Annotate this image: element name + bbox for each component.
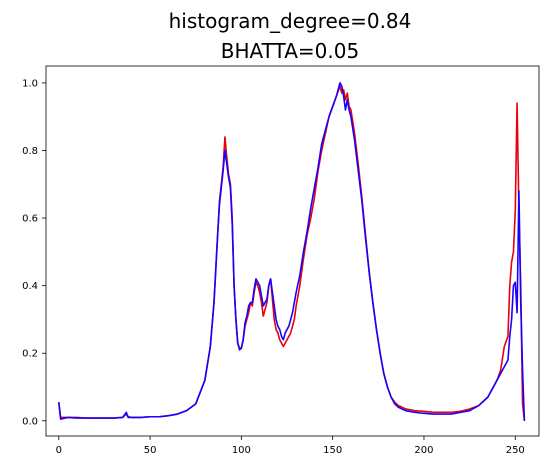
x-tick-label: 100 <box>232 445 251 456</box>
x-tick-label: 200 <box>414 445 433 456</box>
y-tick-label: 0.8 <box>22 146 38 157</box>
x-tick-label: 50 <box>144 445 157 456</box>
y-tick-label: 1.0 <box>22 78 38 89</box>
y-tick-label: 0.2 <box>22 349 38 360</box>
series-line-1 <box>57 85 526 421</box>
chart-title-line-2: BHATTA=0.05 <box>221 39 359 63</box>
x-tick-label: 150 <box>323 445 342 456</box>
series-line-2 <box>57 82 526 421</box>
plot-area <box>57 82 526 421</box>
axes-frame <box>45 65 540 437</box>
x-tick-label: 250 <box>506 445 525 456</box>
y-tick-label: 0.0 <box>22 416 38 427</box>
y-tick-label: 0.4 <box>22 281 38 292</box>
chart-title-line-1: histogram_degree=0.84 <box>169 9 412 33</box>
y-tick-label: 0.6 <box>22 214 38 225</box>
x-tick-label: 0 <box>56 445 62 456</box>
axes: 0 50 100 150 200 250 0.0 0.2 0.4 0.6 0.8 1.0 <box>22 65 540 456</box>
